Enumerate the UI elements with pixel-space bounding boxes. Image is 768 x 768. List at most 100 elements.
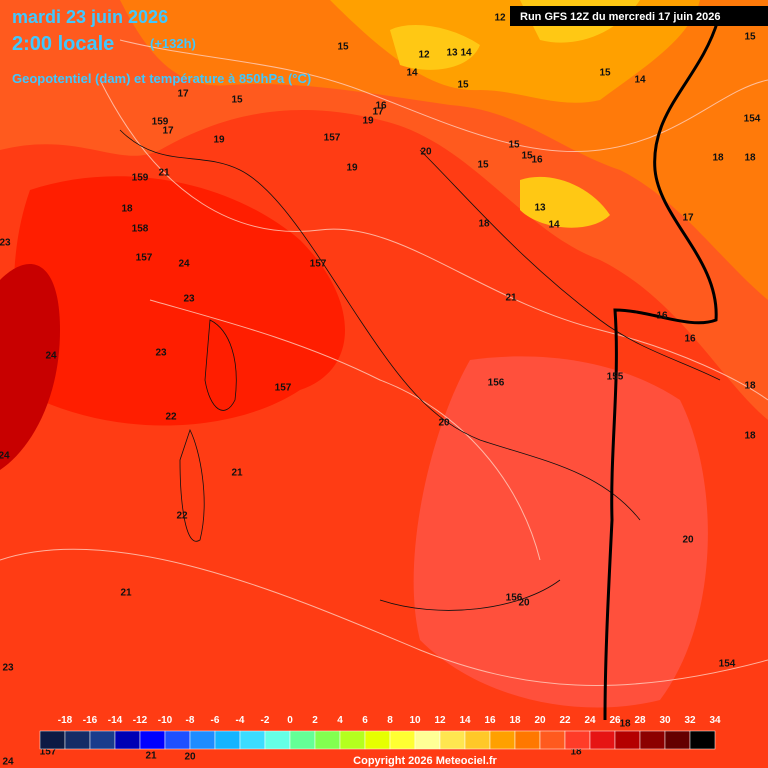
map-label: 159	[132, 173, 149, 184]
map-label: 18	[478, 219, 490, 230]
map-label: 23	[0, 238, 11, 249]
scale-label: 12	[434, 715, 446, 726]
map-label: 23	[155, 348, 167, 359]
scale-swatch	[364, 730, 391, 750]
map-label: 157	[136, 253, 153, 264]
scale-swatch	[439, 730, 466, 750]
scale-label: -14	[108, 715, 123, 726]
map-label: 23	[183, 294, 195, 305]
map-label: 21	[158, 168, 170, 179]
scale-label: -10	[158, 715, 173, 726]
scale-swatch	[489, 730, 516, 750]
map-label: 19	[362, 116, 374, 127]
scale-swatch	[614, 730, 641, 750]
scale-swatch	[189, 730, 216, 750]
map-label: 14	[406, 68, 418, 79]
scale-label: 0	[287, 715, 293, 726]
map-label: 156	[506, 593, 523, 604]
map-label: 155	[607, 372, 624, 383]
map-label: 19	[346, 163, 358, 174]
scale-swatch	[239, 730, 266, 750]
map-label: 18	[121, 204, 133, 215]
map-label: 15	[744, 32, 756, 43]
map-label: 15	[477, 160, 489, 171]
scale-label: 2	[312, 715, 318, 726]
map-label: 15	[457, 80, 469, 91]
copyright: Copyright 2026 Meteociel.fr	[353, 755, 497, 767]
map-label: 154	[719, 659, 736, 670]
scale-label: 20	[534, 715, 546, 726]
scale-label: -12	[133, 715, 148, 726]
scale-swatch	[339, 730, 366, 750]
map-label: 20	[438, 418, 450, 429]
scale-swatch	[639, 730, 666, 750]
scale-swatch	[464, 730, 491, 750]
map-label: 21	[505, 293, 517, 304]
map-label: 15	[521, 151, 533, 162]
lead-time: (+132h)	[150, 36, 196, 51]
cooler-zone	[413, 356, 708, 708]
map-label: 154	[744, 114, 761, 125]
scale-swatch	[664, 730, 691, 750]
map-label: 17	[162, 126, 174, 137]
scale-swatch	[314, 730, 341, 750]
scale-label: 32	[684, 715, 696, 726]
hot-zone	[13, 176, 346, 426]
map-label: 24	[178, 259, 190, 270]
scale-swatch	[64, 730, 91, 750]
map-label: 14	[460, 48, 472, 59]
scale-label: 6	[362, 715, 368, 726]
map-label: 18	[744, 381, 756, 392]
scale-label: 22	[559, 715, 571, 726]
map-label: 18	[744, 431, 756, 442]
map-label: 18	[619, 719, 631, 730]
scale-label: 4	[337, 715, 343, 726]
coastlines	[119, 129, 721, 611]
map-label: 157	[40, 747, 57, 758]
map-label: 20	[518, 598, 530, 609]
scale-swatch	[214, 730, 241, 750]
map-label: 15	[231, 95, 243, 106]
scale-swatch	[164, 730, 191, 750]
map-label: 15	[337, 42, 349, 53]
scale-label: 14	[459, 715, 471, 726]
map-label: 16	[531, 155, 543, 166]
scale-swatch	[114, 730, 141, 750]
field-title: Geopotentiel (dam) et température à 850h…	[12, 71, 311, 86]
map-label: 21	[145, 751, 157, 762]
map-label: 22	[165, 412, 177, 423]
run-info: Run GFS 12Z du mercredi 17 juin 2026	[520, 11, 721, 23]
map-label: 16	[375, 101, 387, 112]
map-label: 20	[420, 147, 432, 158]
very-hot-zone	[0, 264, 60, 470]
run-box	[510, 6, 768, 26]
map-label: 14	[548, 220, 560, 231]
scale-label: 28	[634, 715, 646, 726]
scale-label: 10	[409, 715, 421, 726]
map-label: 15	[599, 68, 611, 79]
scale-swatch	[139, 730, 166, 750]
map-label: 17	[682, 213, 694, 224]
scale-label: -4	[236, 715, 245, 726]
scale-label: 34	[709, 715, 721, 726]
scale-label: 30	[659, 715, 671, 726]
map-label: 24	[45, 351, 57, 362]
map-label: 21	[231, 468, 243, 479]
scale-label: -6	[211, 715, 220, 726]
scale-label: -8	[186, 715, 195, 726]
border-line	[603, 19, 720, 721]
map-label: 20	[682, 535, 694, 546]
map-label: 19	[213, 135, 225, 146]
map-label: 14	[634, 75, 646, 86]
scale-label: 26	[609, 715, 621, 726]
scale-swatch	[539, 730, 566, 750]
date: mardi 23 juin 2026	[12, 7, 168, 27]
yellow-zone	[390, 0, 640, 228]
map-label: 156	[488, 378, 505, 389]
map-label: 12	[494, 13, 506, 24]
map-label: 15	[508, 140, 520, 151]
map-label: 158	[132, 224, 149, 235]
scale-label: -2	[261, 715, 270, 726]
map-label: 18	[570, 747, 582, 758]
